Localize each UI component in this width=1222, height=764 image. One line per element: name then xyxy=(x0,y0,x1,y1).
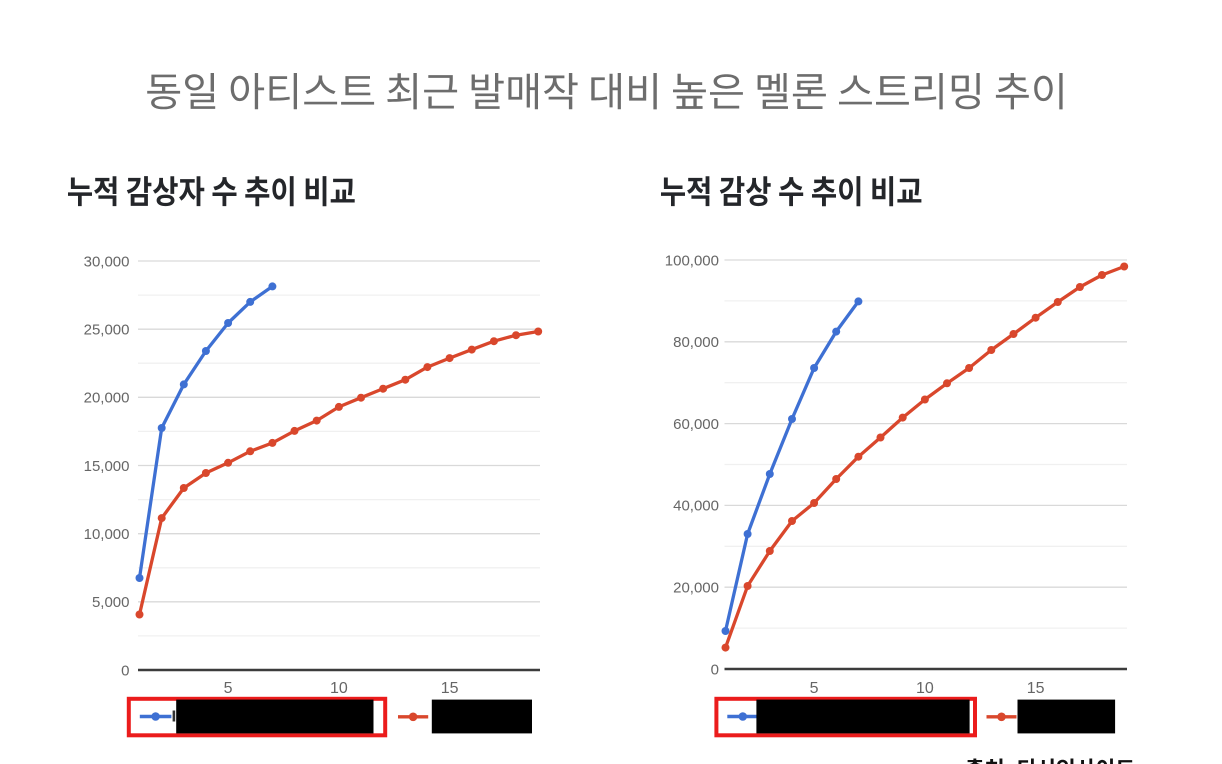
svg-text:20,000: 20,000 xyxy=(673,580,719,597)
svg-text:10: 10 xyxy=(916,680,934,697)
svg-text:0: 0 xyxy=(711,661,719,678)
svg-text:30,000: 30,000 xyxy=(84,253,130,270)
svg-text:15: 15 xyxy=(441,680,459,697)
svg-text:60,000: 60,000 xyxy=(673,416,719,433)
svg-text:10: 10 xyxy=(330,680,348,697)
svg-text:5: 5 xyxy=(810,680,819,697)
svg-text:5: 5 xyxy=(224,680,233,697)
svg-text:80,000: 80,000 xyxy=(673,334,719,351)
svg-text:15,000: 15,000 xyxy=(84,458,130,475)
svg-text:5,000: 5,000 xyxy=(92,594,130,611)
svg-text:25,000: 25,000 xyxy=(84,322,130,339)
svg-text:20,000: 20,000 xyxy=(84,390,130,407)
svg-text:100,000: 100,000 xyxy=(665,252,719,269)
svg-text:0: 0 xyxy=(121,662,129,679)
svg-text:10,000: 10,000 xyxy=(84,526,130,543)
svg-text:40,000: 40,000 xyxy=(673,498,719,515)
svg-text:15: 15 xyxy=(1027,680,1045,697)
